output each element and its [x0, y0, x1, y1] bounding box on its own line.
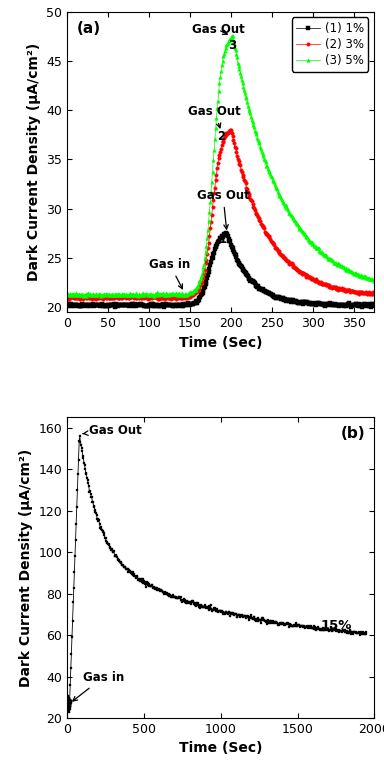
- Text: Gas in: Gas in: [149, 258, 190, 289]
- Legend: (1) 1%, (2) 3%, (3) 5%: (1) 1%, (2) 3%, (3) 5%: [291, 18, 369, 71]
- (3) 5%: [65, 289, 70, 298]
- (3) 5%: [288, 210, 293, 219]
- Text: 2: 2: [217, 130, 225, 143]
- (1) 1%: [290, 296, 294, 305]
- (2) 3%: [103, 292, 107, 301]
- (2) 3%: [290, 259, 294, 268]
- Text: (a): (a): [76, 21, 101, 35]
- (3) 5%: [260, 147, 264, 157]
- (2) 3%: [187, 292, 192, 301]
- (1) 1%: [223, 228, 228, 237]
- (3) 5%: [372, 276, 376, 286]
- Text: Gas Out: Gas Out: [83, 424, 141, 437]
- (3) 5%: [99, 292, 103, 301]
- (2) 3%: [288, 259, 293, 268]
- (2) 3%: [260, 220, 264, 230]
- Line: (2) 3%: (2) 3%: [65, 128, 376, 301]
- Text: (b): (b): [341, 426, 365, 442]
- Text: 3: 3: [228, 39, 236, 52]
- (3) 5%: [290, 212, 294, 221]
- (2) 3%: [166, 293, 170, 303]
- Text: Gas Out: Gas Out: [189, 105, 241, 127]
- (1) 1%: [187, 300, 192, 310]
- (3) 5%: [166, 290, 170, 300]
- (3) 5%: [103, 290, 107, 300]
- Text: 1: 1: [219, 233, 227, 247]
- (2) 3%: [94, 295, 99, 304]
- (2) 3%: [65, 293, 70, 303]
- (1) 1%: [162, 303, 166, 312]
- Text: 15%: 15%: [321, 619, 352, 632]
- (1) 1%: [372, 300, 376, 310]
- (1) 1%: [102, 301, 106, 310]
- Line: (3) 5%: (3) 5%: [65, 34, 376, 298]
- X-axis label: Time (Sec): Time (Sec): [179, 741, 263, 756]
- (3) 5%: [230, 31, 235, 40]
- (1) 1%: [260, 285, 264, 294]
- Text: Gas Out: Gas Out: [192, 23, 245, 36]
- (1) 1%: [166, 300, 170, 310]
- Y-axis label: Dark Current Density (μA/cm²): Dark Current Density (μA/cm²): [19, 449, 33, 687]
- (1) 1%: [65, 300, 70, 309]
- X-axis label: Time (Sec): Time (Sec): [179, 336, 263, 349]
- (3) 5%: [187, 289, 192, 298]
- Line: (1) 1%: (1) 1%: [65, 231, 376, 309]
- (1) 1%: [288, 296, 293, 305]
- Y-axis label: Dark Current Density (μA/cm²): Dark Current Density (μA/cm²): [27, 43, 41, 281]
- Text: Gas Out: Gas Out: [197, 189, 249, 229]
- Text: Gas in: Gas in: [73, 670, 124, 701]
- (2) 3%: [372, 290, 376, 299]
- (2) 3%: [228, 125, 233, 134]
